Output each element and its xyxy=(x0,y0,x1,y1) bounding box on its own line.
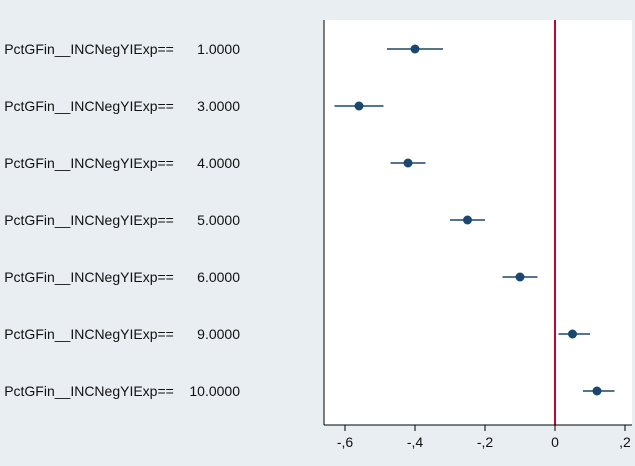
point-estimate xyxy=(568,329,577,339)
x-tick-label: 0 xyxy=(551,434,559,450)
point-estimate xyxy=(463,215,472,225)
category-labels: PctGFin__INCNegYIExp== 1.0000 PctGFin__IN… xyxy=(4,41,240,399)
category-label: PctGFin__INCNegYIExp== 4.0000 xyxy=(4,155,240,171)
x-axis-ticks: -,6 -,4 -,2 0 ,2 xyxy=(337,425,631,450)
estimate-marks xyxy=(334,44,615,396)
category-label: PctGFin__INCNegYIExp== 9.0000 xyxy=(4,326,240,342)
point-estimate xyxy=(354,101,364,111)
point-estimate xyxy=(515,272,525,282)
x-tick-label: -,2 xyxy=(477,434,494,450)
plot-area xyxy=(324,20,632,425)
category-label: PctGFin__INCNegYIExp== 5.0000 xyxy=(4,212,240,228)
x-tick-label: -,4 xyxy=(407,434,424,450)
x-tick-label: -,6 xyxy=(337,434,354,450)
category-label: PctGFin__INCNegYIExp== 1.0000 xyxy=(4,41,240,57)
point-estimate xyxy=(403,158,413,168)
x-tick-label: ,2 xyxy=(619,434,631,450)
point-estimate xyxy=(410,44,420,54)
category-label: PctGFin__INCNegYIExp== 10.0000 xyxy=(4,383,240,399)
category-label: PctGFin__INCNegYIExp== 3.0000 xyxy=(4,98,240,114)
category-label: PctGFin__INCNegYIExp== 6.0000 xyxy=(4,269,240,285)
point-estimate xyxy=(592,386,602,396)
